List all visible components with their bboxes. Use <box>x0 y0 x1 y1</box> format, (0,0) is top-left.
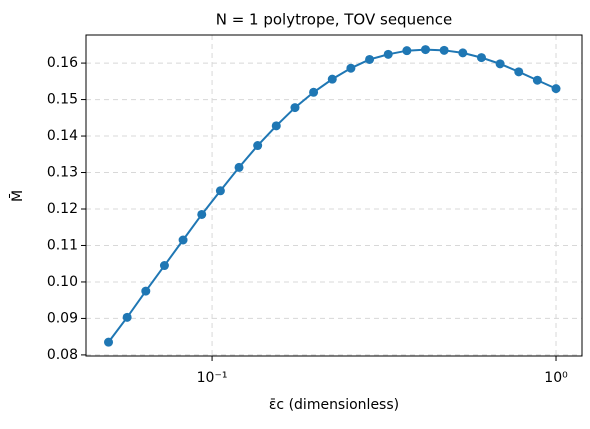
y-tick-label: 0.08 <box>47 347 78 363</box>
data-line <box>107 48 557 343</box>
data-point <box>458 48 468 58</box>
data-point <box>159 261 169 271</box>
chart-title: N = 1 polytrope, TOV sequence <box>216 11 453 29</box>
data-point <box>178 235 188 245</box>
y-tick-label: 0.14 <box>47 128 78 144</box>
data-point <box>421 45 431 55</box>
data-point <box>476 53 486 63</box>
data-point <box>402 46 412 56</box>
x-axis-label: ε̄c (dimensionless) <box>269 397 399 413</box>
data-point <box>346 63 356 73</box>
data-point <box>495 59 505 69</box>
data-point <box>253 141 263 151</box>
data-point <box>365 54 375 64</box>
y-tick-label: 0.16 <box>47 55 78 71</box>
data-point <box>197 209 207 219</box>
y-tick-label: 0.13 <box>47 165 78 181</box>
y-tick-label: 0.12 <box>47 201 78 217</box>
y-tick-label: 0.11 <box>47 237 78 253</box>
data-point <box>514 67 524 77</box>
x-tick-label: 10⁰ <box>544 370 568 386</box>
data-point <box>383 49 393 59</box>
data-point <box>439 45 449 55</box>
data-point <box>141 286 151 296</box>
data-point <box>234 162 244 172</box>
data-point <box>532 75 542 85</box>
data-point <box>104 337 114 347</box>
y-axis-label: M̄ <box>8 190 26 202</box>
data-point <box>215 186 225 196</box>
data-point <box>271 121 281 131</box>
data-point <box>327 74 337 84</box>
y-tick-label: 0.10 <box>47 274 78 290</box>
y-tick-label: 0.09 <box>47 310 78 326</box>
y-tick-label: 0.15 <box>47 92 78 108</box>
data-point <box>290 103 300 113</box>
plot-frame <box>85 34 583 357</box>
data-point <box>309 87 319 97</box>
data-point <box>551 84 561 94</box>
data-point <box>122 312 132 322</box>
x-tick-label: 10⁻¹ <box>197 370 228 386</box>
